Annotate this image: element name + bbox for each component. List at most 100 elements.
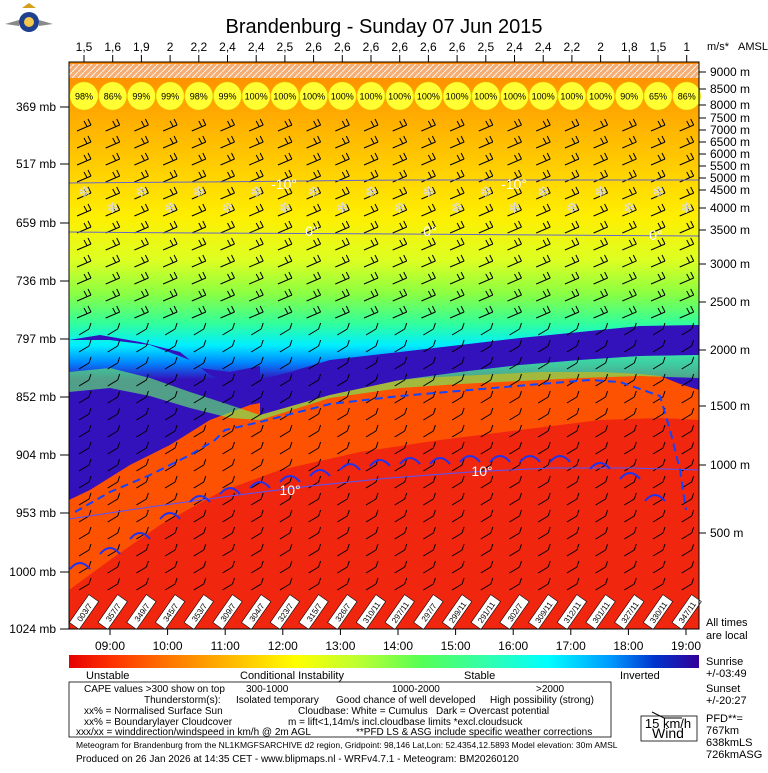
wind-barb [337, 526, 350, 540]
wind-barb [679, 152, 695, 166]
wind-barb [308, 322, 322, 336]
wind-barb [107, 390, 121, 404]
wind-barb [277, 118, 293, 132]
sun-circle [528, 81, 558, 111]
wind-barb [624, 339, 637, 353]
wind-barb [595, 390, 609, 404]
snow-icon: ❄ [566, 200, 579, 217]
svg-text:Good chance of well developed: Good chance of well developed [336, 695, 476, 706]
wind-barb [650, 186, 666, 200]
wind-barb [249, 220, 264, 234]
wind-barb [279, 560, 293, 574]
wind-barb [134, 288, 149, 302]
wind-barb [679, 254, 695, 268]
wind-barb [480, 577, 494, 591]
wind-barb [423, 407, 436, 421]
wind-barb [76, 288, 92, 302]
wind-barb [308, 509, 322, 523]
svg-text:xx% = Normalised Surface Sun: xx% = Normalised Surface Sun [84, 706, 223, 717]
wind-barb [394, 339, 408, 353]
sun-circle [155, 81, 185, 111]
wind-barb [624, 526, 637, 540]
wind-barb [136, 458, 149, 472]
wind-barb [164, 390, 178, 404]
wind-barb [595, 322, 609, 336]
wind-barb [363, 152, 379, 166]
wind-barb [421, 118, 436, 132]
thermal-strength-value: 2 [597, 40, 604, 54]
sun-value: 100% [532, 92, 555, 102]
wind-barb [277, 288, 293, 302]
wind-barb [564, 305, 580, 319]
thermal-strength-value: 2,4 [535, 40, 552, 54]
wind-barb [250, 526, 264, 540]
wind-barb [507, 220, 522, 234]
wind-barb [136, 543, 149, 557]
wind-barb [593, 288, 609, 302]
wind-barb [509, 509, 522, 523]
wind-barb [365, 492, 379, 506]
wind-barb [595, 577, 609, 591]
wind-barb [220, 186, 235, 200]
wind-barb [392, 254, 408, 268]
wind-barb [164, 543, 178, 557]
plot-area [69, 62, 699, 629]
wind-barb [652, 373, 666, 387]
wind-barb [365, 424, 379, 438]
wind-barb [451, 509, 465, 523]
wind-barb [277, 203, 293, 217]
svg-text:Cloudbase: White = Cumulus: Cloudbase: White = Cumulus [298, 706, 428, 717]
sun-value: 100% [388, 92, 411, 102]
wind-barb [509, 577, 522, 591]
sun-value: 99% [132, 92, 150, 102]
wind-barb [136, 475, 149, 489]
time-axis: 09:00 10:00 11:00 12:00 13:00 14:00 15:00 16:00… [95, 629, 701, 653]
thermal-strength-values: 1,5 1,6 1,9 2 2,2 2,4 2,4 2,5 2,6 2,6 2,6 2,6 2,6 2,6… [76, 40, 690, 62]
legend-box [68, 681, 612, 738]
wind-barb [537, 526, 551, 540]
snow-icon: ❄ [393, 200, 406, 217]
wind-barb [478, 118, 494, 132]
wind-barb [363, 271, 379, 285]
thermal-strength-value: 2,6 [420, 40, 437, 54]
cumulus-arc [519, 455, 541, 463]
wind-barb [365, 560, 379, 574]
wind-barb [624, 577, 637, 591]
wind-barb [507, 271, 522, 285]
wind-barb [564, 271, 580, 285]
wind-barb [595, 339, 609, 353]
wind-barb [679, 135, 695, 149]
wind-barb [509, 373, 522, 387]
wind-barb [537, 492, 551, 506]
wind-barb [107, 577, 121, 591]
wind-barb [537, 424, 551, 438]
wind-barb [162, 271, 178, 285]
wind-barb [164, 560, 178, 574]
wind-barb [191, 254, 207, 268]
wind-barb [162, 152, 178, 166]
wind-barb [507, 203, 522, 217]
wind-barb [363, 203, 379, 217]
wind-barb [191, 152, 207, 166]
sun-value: 100% [417, 92, 440, 102]
wind-barb [105, 118, 121, 132]
wind-barb [191, 271, 207, 285]
wind-barb [107, 373, 121, 387]
wind-barb [136, 356, 149, 370]
sun-circle [557, 81, 587, 111]
isotherm-label: 0° [649, 227, 662, 243]
wind-barb [679, 169, 695, 183]
wind-barb [193, 407, 207, 421]
wind-barb [478, 152, 494, 166]
svg-text:Unstable: Unstable [86, 670, 129, 682]
wind-barb [76, 271, 92, 285]
snow-icon: ❄ [336, 200, 349, 217]
cumulus-arc [69, 562, 91, 570]
wind-barb [308, 424, 322, 438]
wind-barb [566, 407, 580, 421]
wind-barb [220, 237, 235, 251]
wind-barb [308, 577, 322, 591]
wind-barb [134, 271, 149, 285]
wind-barb [650, 271, 666, 285]
wind-barb [652, 322, 666, 336]
